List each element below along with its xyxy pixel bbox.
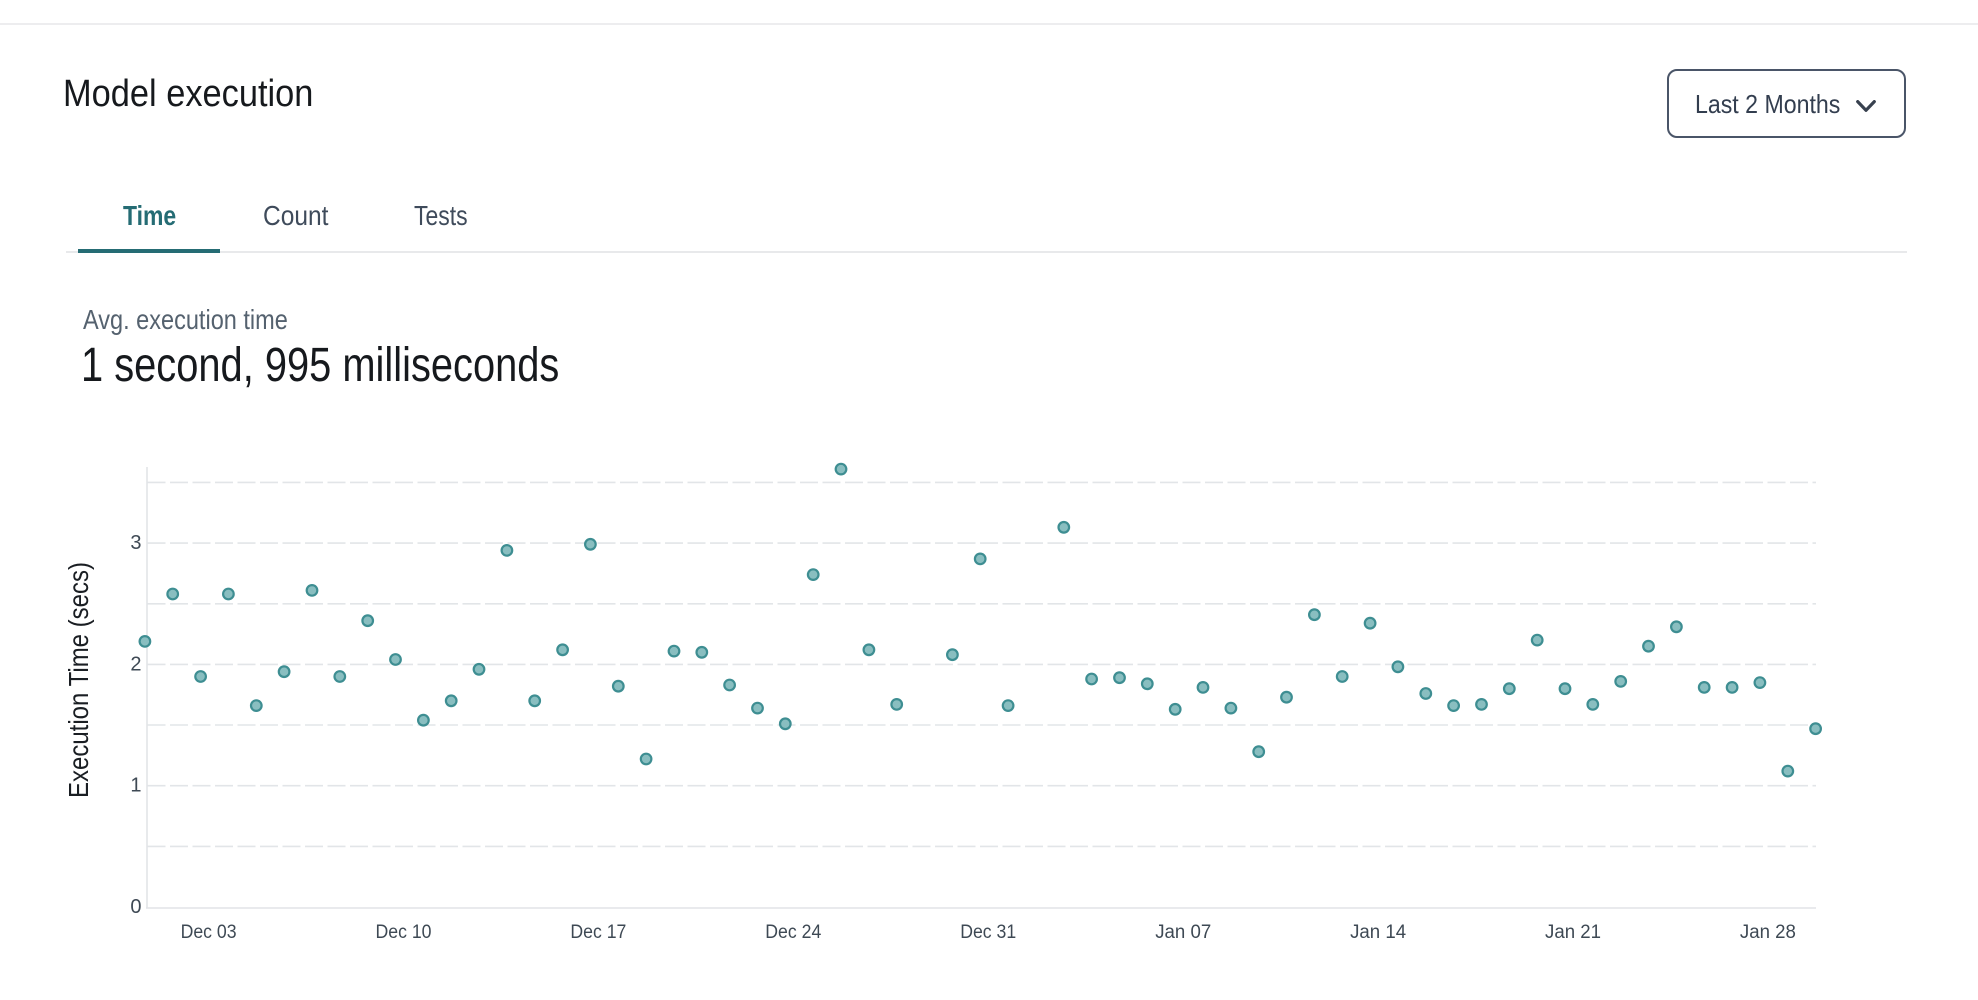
svg-text:Dec 03: Dec 03 — [181, 922, 237, 943]
svg-text:Execution Time (secs): Execution Time (secs) — [63, 562, 94, 798]
svg-text:Dec 24: Dec 24 — [765, 922, 821, 943]
svg-text:Dec 31: Dec 31 — [960, 922, 1016, 943]
svg-text:2: 2 — [130, 653, 141, 675]
svg-text:Dec 17: Dec 17 — [570, 922, 626, 943]
svg-text:Jan 28: Jan 28 — [1740, 922, 1796, 943]
svg-text:Jan 21: Jan 21 — [1545, 922, 1601, 943]
svg-text:Jan 07: Jan 07 — [1155, 922, 1211, 943]
svg-text:0: 0 — [130, 896, 141, 918]
svg-text:Dec 10: Dec 10 — [376, 922, 432, 943]
svg-text:1: 1 — [130, 775, 141, 797]
svg-text:3: 3 — [130, 532, 141, 554]
svg-text:Jan 14: Jan 14 — [1350, 922, 1406, 943]
